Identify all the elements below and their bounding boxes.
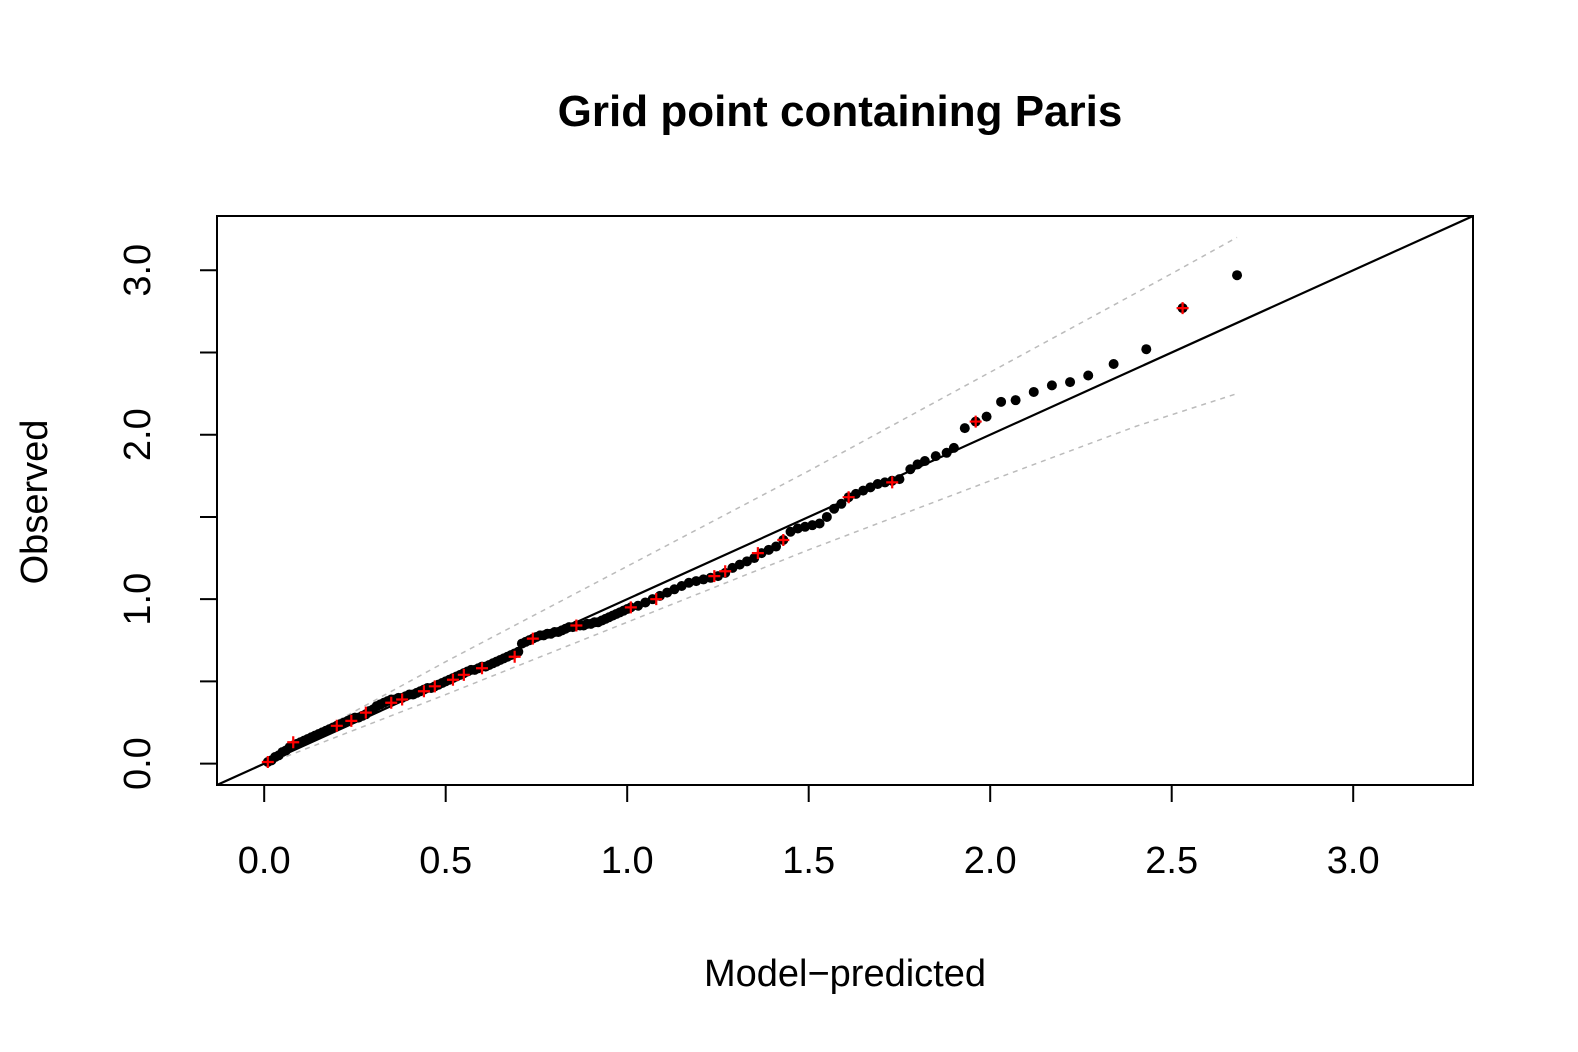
y-tick-label: 2.0 xyxy=(117,408,159,461)
data-point xyxy=(1010,395,1021,406)
data-point xyxy=(749,553,760,564)
highlight-point xyxy=(261,755,274,768)
highlight-point xyxy=(969,415,982,428)
highlight-point xyxy=(777,533,790,546)
data-point xyxy=(996,396,1007,407)
highlight-point xyxy=(842,491,855,504)
x-tick-label: 2.5 xyxy=(1145,840,1198,882)
highlight-point xyxy=(396,693,409,706)
highlight-point xyxy=(475,662,488,675)
data-point xyxy=(919,456,930,467)
highlight-point xyxy=(508,650,521,663)
highlight-point xyxy=(446,673,459,686)
highlight-point xyxy=(751,547,764,560)
data-point xyxy=(829,503,840,514)
highlight-point xyxy=(345,714,358,727)
data-point xyxy=(930,451,941,462)
data-point xyxy=(948,442,959,453)
y-axis: 0.0 1.0 2.0 3.0 xyxy=(117,244,218,790)
chart-title: Grid point containing Paris xyxy=(558,87,1123,136)
x-tick-label: 2.0 xyxy=(964,840,1017,882)
x-tick-label: 0.0 xyxy=(238,840,291,882)
plot-area xyxy=(217,216,1473,785)
highlight-point xyxy=(1176,302,1189,315)
x-axis-label: Model−predicted xyxy=(704,953,986,995)
x-tick-label: 1.0 xyxy=(601,840,654,882)
highlight-point xyxy=(287,736,300,749)
highlight-point xyxy=(330,719,343,732)
data-point xyxy=(959,423,970,434)
data-point xyxy=(981,411,992,422)
data-point xyxy=(1141,344,1152,355)
highlight-point xyxy=(526,632,539,645)
data-point xyxy=(814,518,825,529)
highlight-point xyxy=(359,706,372,719)
data-point xyxy=(1232,270,1243,281)
data-point xyxy=(1065,377,1076,388)
data-point xyxy=(1083,370,1094,381)
data-point xyxy=(1108,359,1119,370)
highlight-point xyxy=(650,593,663,606)
x-tick-label: 0.5 xyxy=(419,840,472,882)
data-point xyxy=(905,464,916,475)
data-point xyxy=(1046,380,1057,391)
data-point xyxy=(513,646,524,657)
highlight-point xyxy=(428,680,441,693)
highlight-point xyxy=(624,601,637,614)
x-tick-label: 1.5 xyxy=(782,840,835,882)
y-axis-label: Observed xyxy=(14,420,56,585)
envelope-upper-line xyxy=(267,236,1238,760)
y-tick-label: 1.0 xyxy=(117,573,159,626)
highlight-point xyxy=(457,668,470,681)
highlight-point xyxy=(570,619,583,632)
data-point xyxy=(771,541,782,552)
highlight-point xyxy=(719,565,732,578)
data-point xyxy=(836,498,847,509)
x-tick-label: 3.0 xyxy=(1327,840,1380,882)
highlight-point xyxy=(417,685,430,698)
envelope-lower-line xyxy=(267,392,1238,765)
highlight-point xyxy=(708,570,721,583)
x-axis: 0.0 0.5 1.0 1.5 2.0 2.5 3.0 xyxy=(238,784,1380,882)
y-tick-label: 0.0 xyxy=(117,737,159,790)
data-point xyxy=(821,511,832,522)
data-point xyxy=(941,447,952,458)
data-point xyxy=(1028,386,1039,397)
highlight-point xyxy=(385,696,398,709)
highlight-point xyxy=(886,476,899,489)
y-tick-label: 3.0 xyxy=(117,244,159,297)
